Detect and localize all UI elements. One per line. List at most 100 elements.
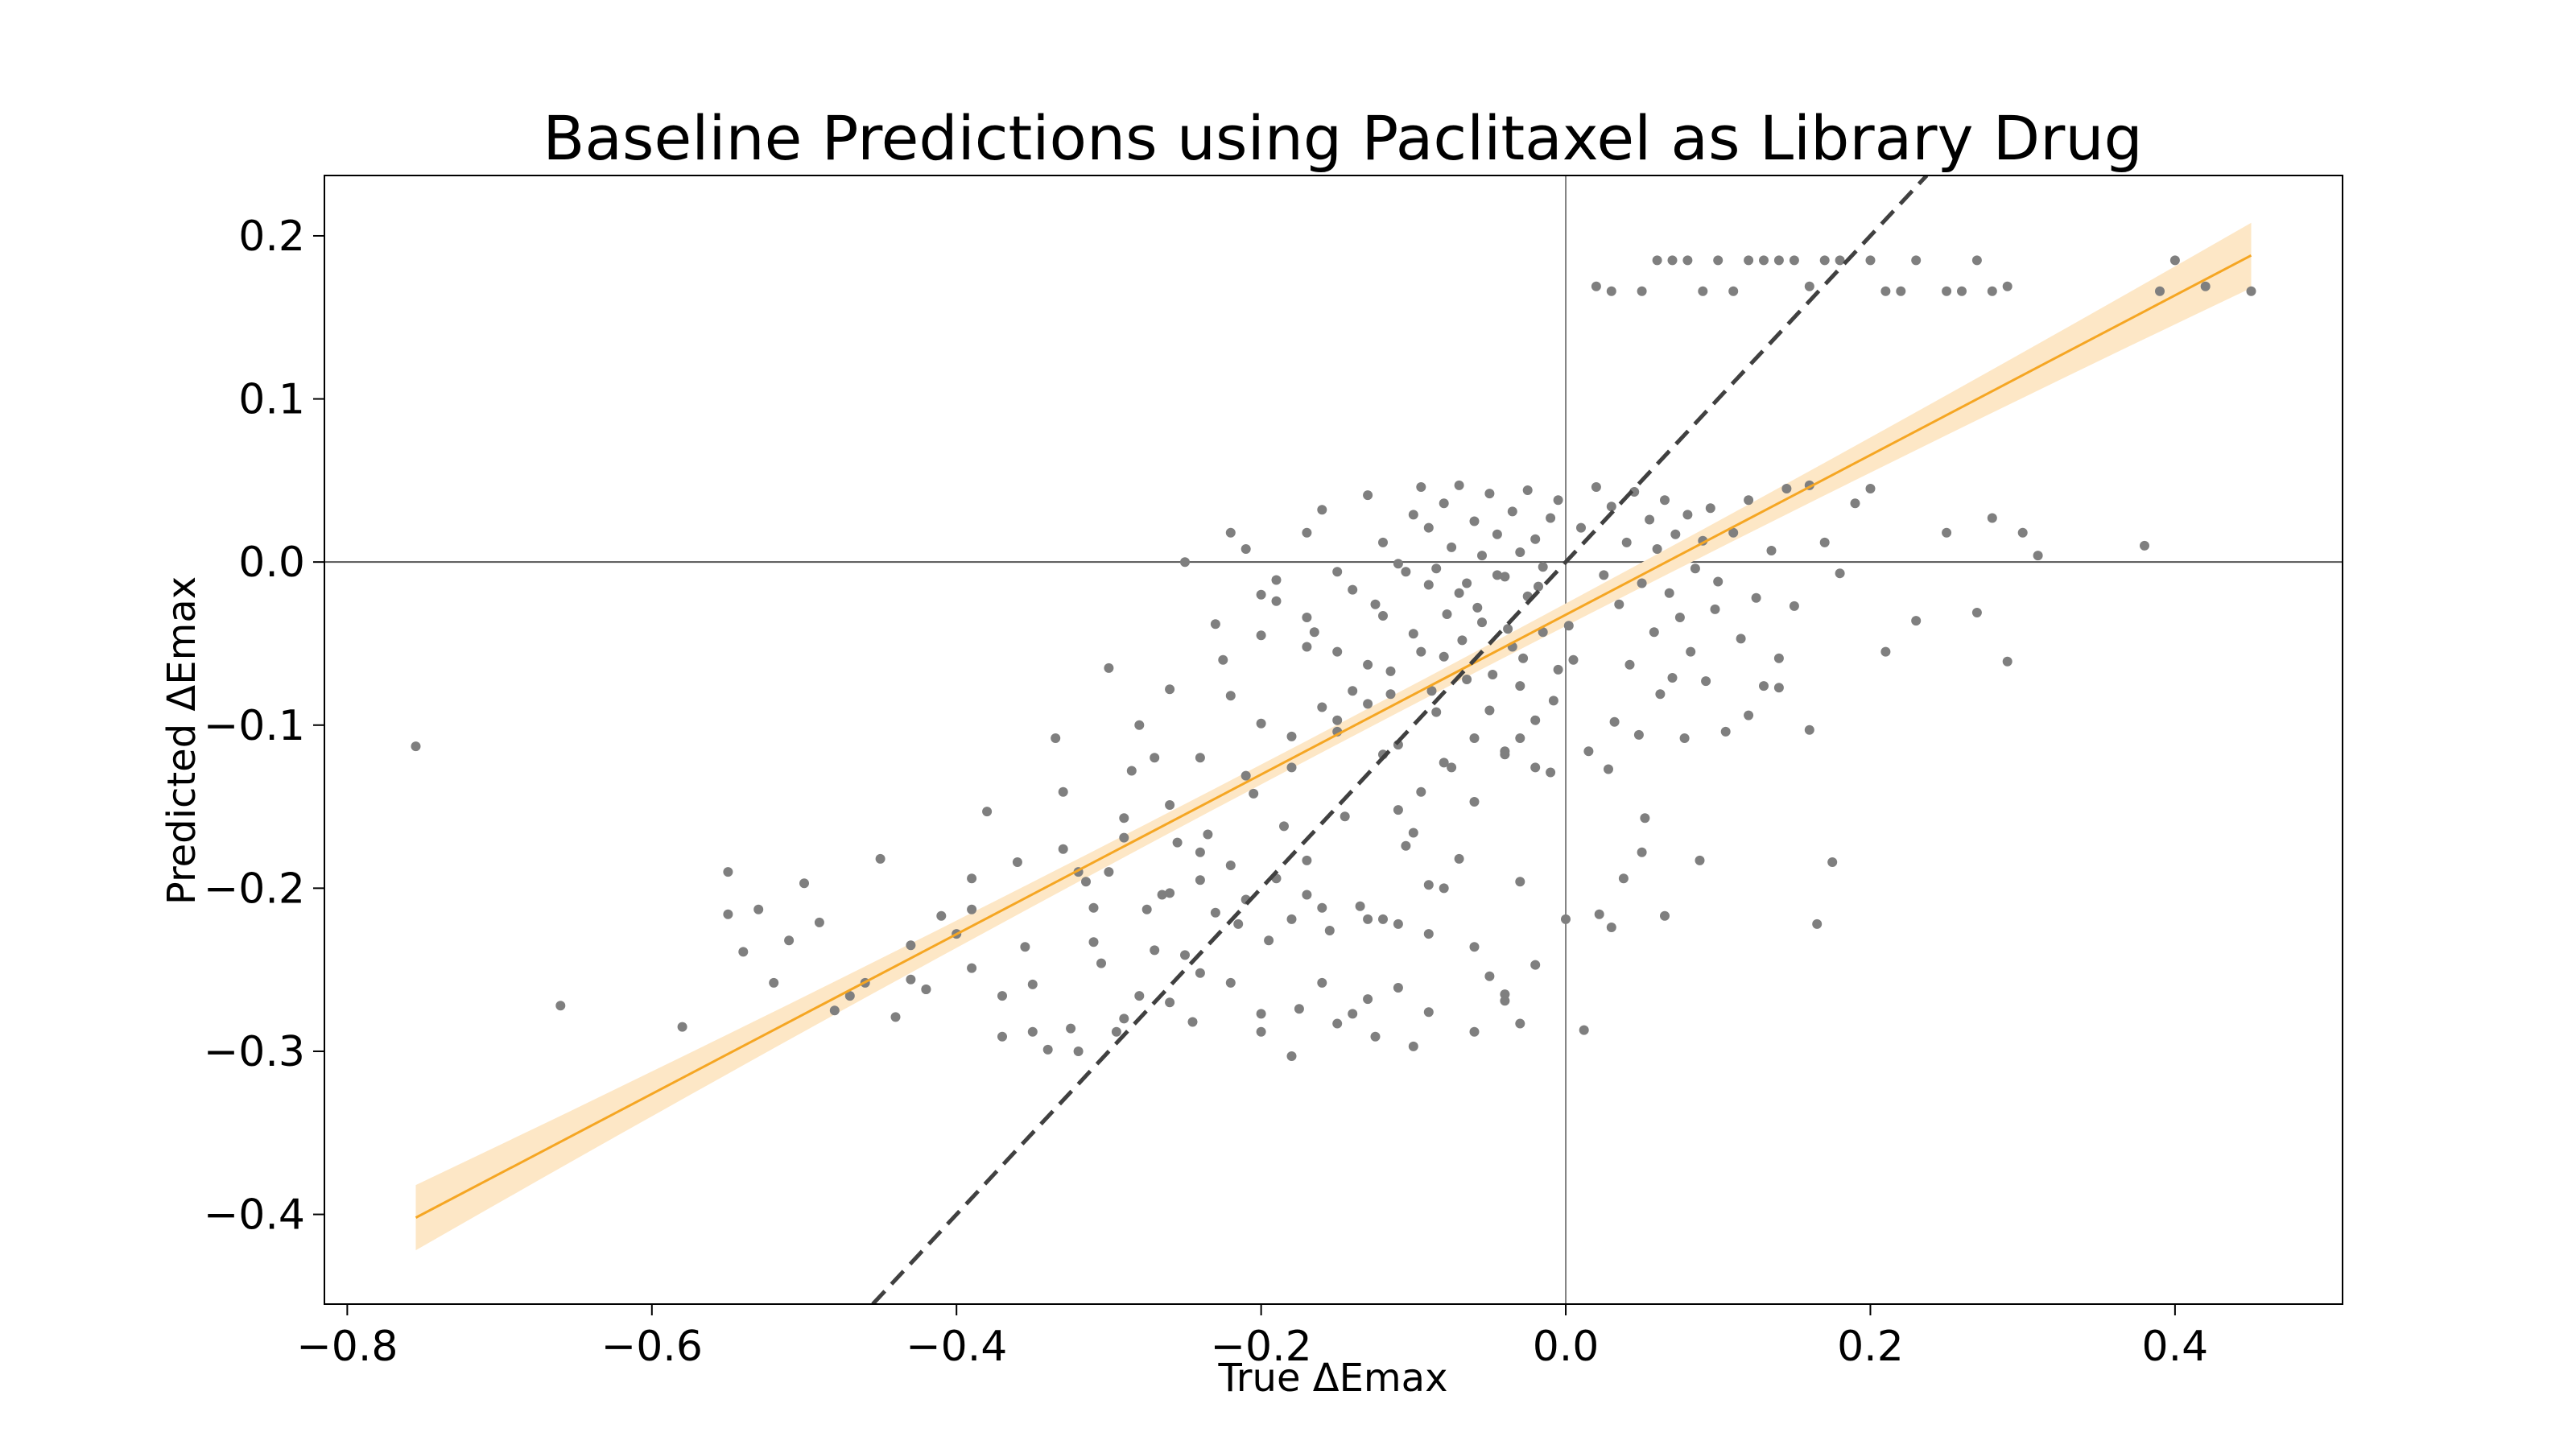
scatter-point [1439, 883, 1449, 894]
scatter-point [1645, 514, 1655, 525]
scatter-point [1317, 505, 1327, 515]
scatter-point [1713, 576, 1724, 587]
scatter-point [1134, 991, 1145, 1001]
scatter-point [1195, 847, 1205, 857]
scatter-point [1332, 646, 1343, 657]
scatter-point [1546, 767, 1556, 778]
scatter-point [1119, 1013, 1129, 1024]
scatter-point [1637, 578, 1647, 588]
scatter-point [1218, 654, 1228, 665]
scatter-point [1789, 601, 1799, 611]
scatter-point [1249, 788, 1259, 799]
scatter-point [1271, 596, 1282, 606]
scatter-point [875, 853, 886, 864]
scatter-point [2017, 527, 2028, 538]
scatter-point [1744, 710, 1754, 720]
scatter-point [1165, 888, 1175, 898]
scatter-point [1286, 1051, 1297, 1061]
scatter-point [1773, 255, 1784, 266]
x-tick-label: −0.8 [296, 1323, 398, 1371]
scatter-point [1165, 684, 1175, 695]
scatter-point [1530, 762, 1541, 773]
scatter-point [1880, 646, 1891, 657]
regression-fit-line [415, 254, 2252, 1219]
y-tick-label: −0.1 [204, 702, 305, 750]
scatter-point [1462, 578, 1472, 588]
scatter-point [1111, 1026, 1121, 1037]
scatter-points [411, 255, 2256, 1061]
scatter-point [1751, 592, 1761, 603]
y-tick-label: −0.4 [204, 1191, 305, 1240]
scatter-point [1370, 599, 1381, 609]
x-axis-label: True ΔEmax [1218, 1356, 1448, 1401]
scatter-point [1518, 653, 1529, 663]
scatter-point [1546, 513, 1556, 523]
scatter-point [1027, 1026, 1038, 1037]
scatter-point [1720, 726, 1731, 737]
scatter-point [1713, 255, 1724, 266]
scatter-point [1195, 753, 1205, 763]
scatter-point [1640, 813, 1650, 824]
scatter-point [1819, 537, 1830, 547]
scatter-point [1431, 707, 1442, 717]
scatter-point [1233, 919, 1244, 929]
scatter-point [1134, 720, 1145, 730]
scatter-point [1880, 286, 1891, 296]
scatter-point [1591, 482, 1601, 492]
scatter-point [1348, 686, 1358, 696]
scatter-point [2002, 281, 2013, 291]
scatter-point [1682, 255, 1693, 266]
scatter-point [1454, 480, 1464, 490]
scatter-point [1279, 821, 1289, 832]
chart-title: Baseline Predictions using Paclitaxel as… [543, 102, 2143, 174]
scatter-point [906, 974, 916, 985]
scatter-point [1789, 255, 1799, 266]
scatter-point [1385, 689, 1396, 700]
scatter-point [1530, 534, 1541, 544]
scatter-point [411, 741, 421, 752]
scatter-point [967, 904, 977, 914]
scatter-point [1679, 733, 1690, 743]
scatter-point [1363, 699, 1373, 709]
scatter-point [1472, 602, 1483, 613]
scatter-point [1649, 627, 1659, 638]
scatter-point [1225, 691, 1236, 701]
scatter-point [799, 878, 809, 889]
scatter-point [1408, 828, 1418, 838]
scatter-point [1477, 617, 1487, 628]
scatter-point [1439, 758, 1449, 768]
scatter-point [1835, 568, 1845, 579]
scatter-point [936, 910, 947, 921]
scatter-point [1695, 855, 1705, 865]
scatter-point [1515, 877, 1525, 887]
scatter-point [1119, 832, 1129, 843]
x-tick-label: −0.6 [601, 1323, 703, 1371]
scatter-point [1911, 255, 1922, 266]
scatter-point [1447, 762, 1457, 773]
scatter-point [1317, 977, 1327, 988]
scatter-point [1850, 498, 1860, 509]
scatter-point [1426, 686, 1437, 696]
scatter-point [1225, 861, 1236, 870]
scatter-point [1594, 909, 1604, 919]
y-tick-label: 0.1 [238, 376, 305, 424]
scatter-point [1141, 904, 1152, 914]
scatter-point [1104, 663, 1114, 673]
scatter-point [1363, 659, 1373, 670]
scatter-point [1911, 616, 1922, 626]
scatter-point [814, 917, 824, 927]
scatter-point [1348, 584, 1358, 595]
scatter-point [2002, 656, 2013, 667]
scatter-point [1393, 559, 1403, 569]
scatter-point [1447, 542, 1457, 552]
scatter-point [1701, 676, 1711, 687]
scatter-point [1942, 286, 1952, 296]
scatter-point [1629, 487, 1640, 497]
scatter-point [1172, 837, 1183, 848]
scatter-point [982, 807, 993, 817]
scatter-point [1674, 613, 1685, 622]
scatter-point [1393, 805, 1403, 815]
y-axis-ticks: −0.4 −0.3 −0.2 −0.1 0.0 0.1 0.2 [204, 213, 324, 1240]
scatter-point [1728, 527, 1739, 538]
scatter-point [1728, 286, 1739, 296]
